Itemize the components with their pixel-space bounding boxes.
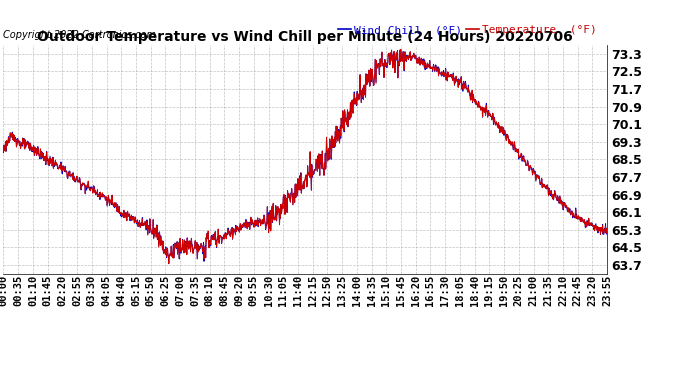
Text: Copyright 2022 Cartronics.com: Copyright 2022 Cartronics.com xyxy=(3,30,157,40)
Title: Outdoor Temperature vs Wind Chill per Minute (24 Hours) 20220706: Outdoor Temperature vs Wind Chill per Mi… xyxy=(37,30,573,44)
Legend: Wind Chill  (°F), Temperature  (°F): Wind Chill (°F), Temperature (°F) xyxy=(333,21,602,40)
